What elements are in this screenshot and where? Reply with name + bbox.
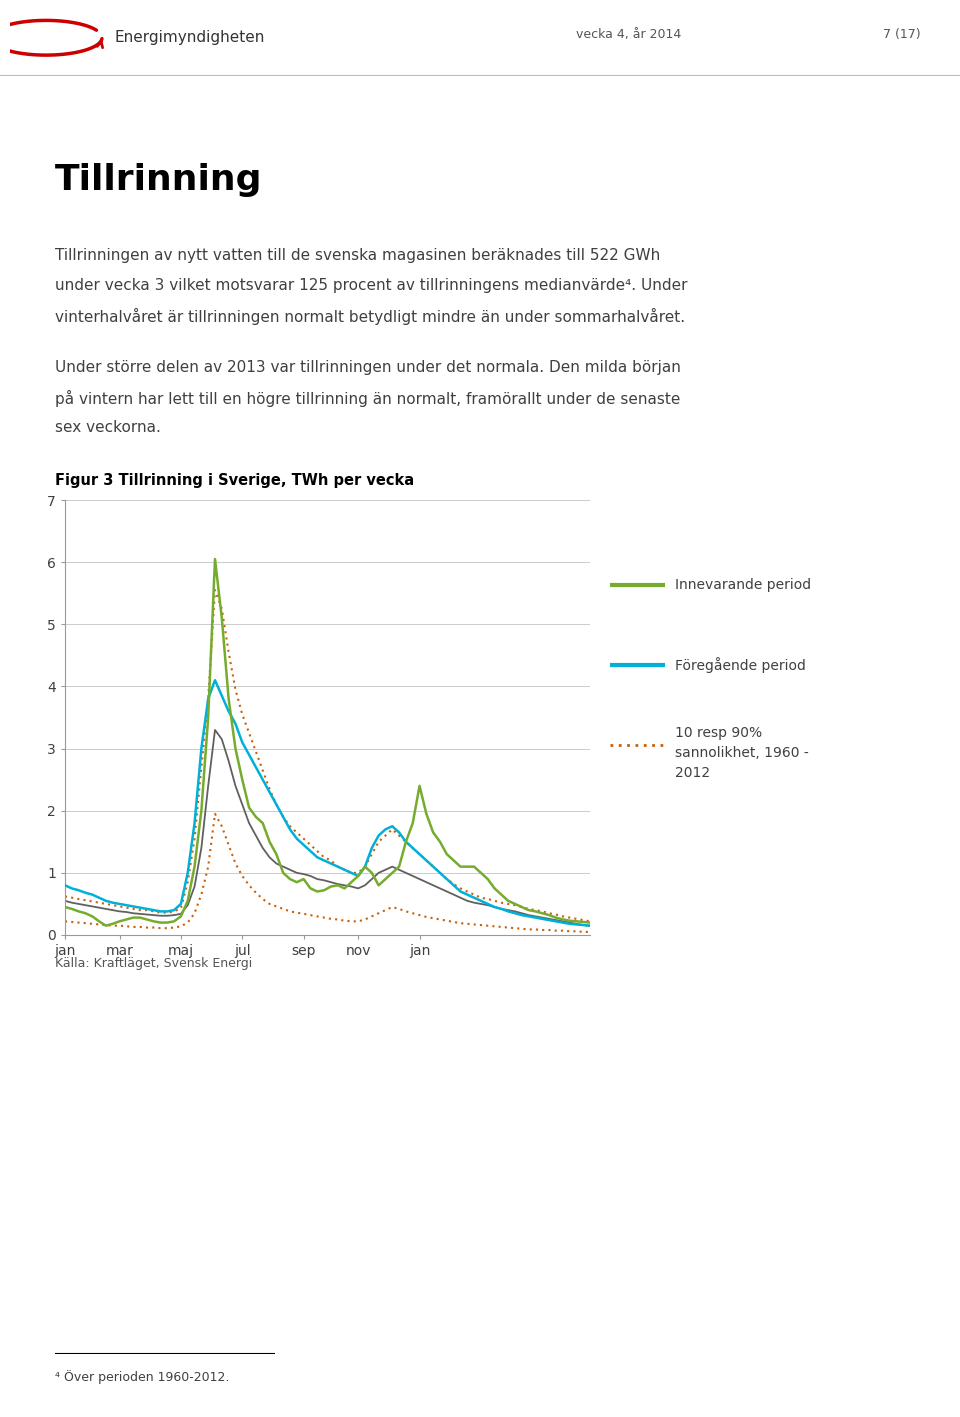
Text: Källa: Kraftläget, Svensk Energi: Källa: Kraftläget, Svensk Energi bbox=[55, 958, 252, 971]
Text: Energimyndigheten: Energimyndigheten bbox=[114, 30, 264, 45]
Text: vecka 4, år 2014: vecka 4, år 2014 bbox=[576, 28, 682, 41]
Text: Under större delen av 2013 var tillrinningen under det normala. Den milda början: Under större delen av 2013 var tillrinni… bbox=[55, 360, 681, 376]
Text: 2012: 2012 bbox=[675, 767, 710, 779]
Text: sex veckorna.: sex veckorna. bbox=[55, 419, 161, 435]
Text: Figur 3 Tillrinning i Sverige, TWh per vecka: Figur 3 Tillrinning i Sverige, TWh per v… bbox=[55, 473, 414, 489]
Text: under vecka 3 vilket motsvarar 125 procent av tillrinningens medianvärde⁴. Under: under vecka 3 vilket motsvarar 125 proce… bbox=[55, 278, 687, 293]
Text: Innevarande period: Innevarande period bbox=[675, 578, 811, 592]
Text: Tillrinning: Tillrinning bbox=[55, 163, 262, 197]
Text: på vintern har lett till en högre tillrinning än normalt, framörallt under de se: på vintern har lett till en högre tillri… bbox=[55, 390, 681, 407]
Text: Föregående period: Föregående period bbox=[675, 657, 805, 673]
Text: 7 (17): 7 (17) bbox=[883, 28, 921, 41]
Text: ⁴ Över perioden 1960-2012.: ⁴ Över perioden 1960-2012. bbox=[55, 1370, 229, 1384]
Text: sannolikhet, 1960 -: sannolikhet, 1960 - bbox=[675, 745, 808, 760]
Text: Tillrinningen av nytt vatten till de svenska magasinen beräknades till 522 GWh: Tillrinningen av nytt vatten till de sve… bbox=[55, 248, 660, 264]
Text: 10 resp 90%: 10 resp 90% bbox=[675, 726, 762, 740]
Text: vinterhalvåret är tillrinningen normalt betydligt mindre än under sommarhalvåret: vinterhalvåret är tillrinningen normalt … bbox=[55, 307, 685, 324]
